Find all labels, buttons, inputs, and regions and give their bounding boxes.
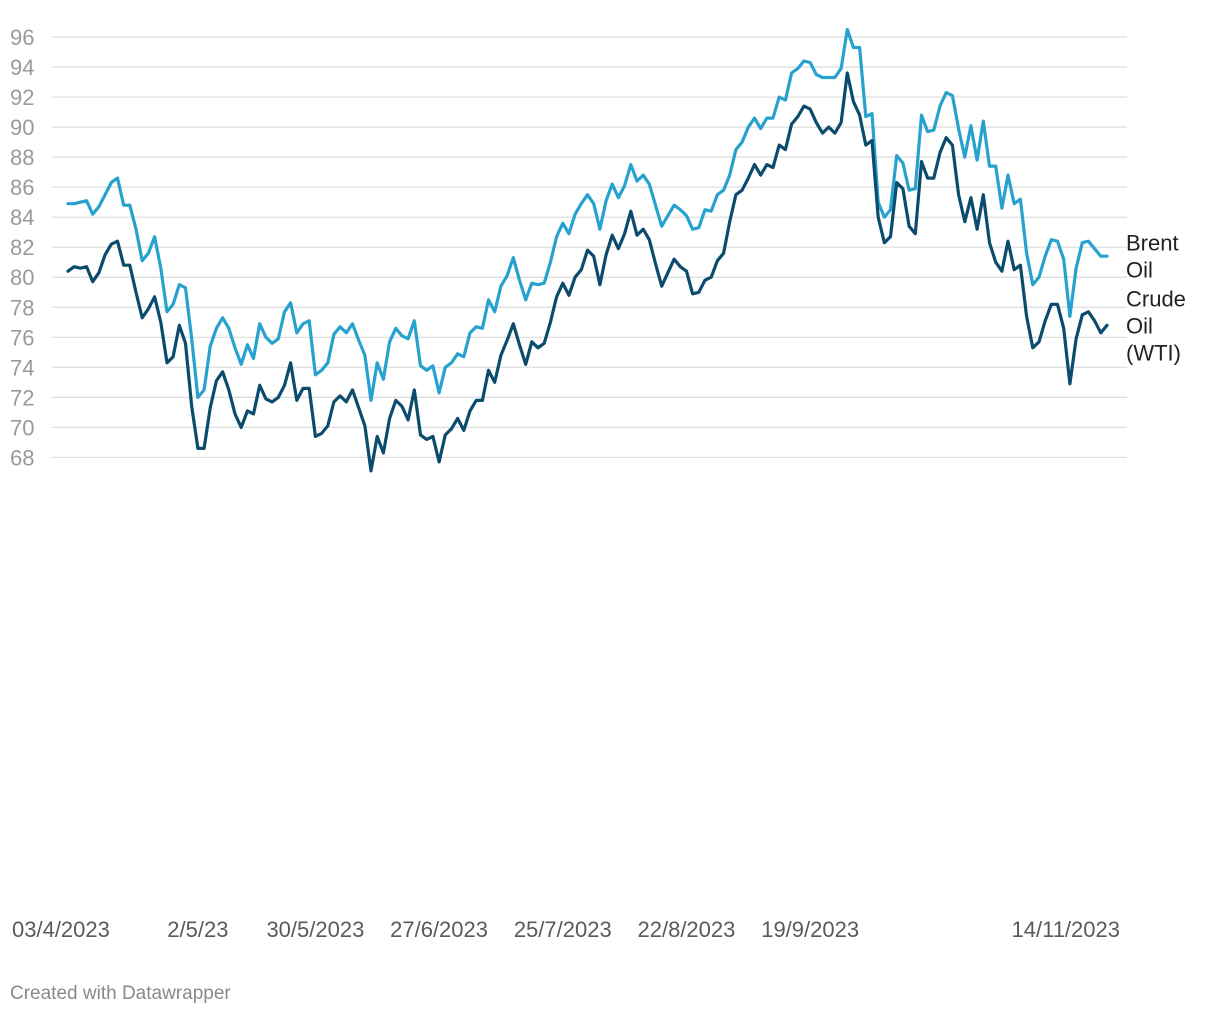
- y-tick-label-68: 68: [10, 445, 34, 470]
- y-tick-label-80: 80: [10, 265, 34, 290]
- x-tick-label-5: 22/8/2023: [638, 917, 736, 942]
- y-tick-label-76: 76: [10, 325, 34, 350]
- y-tick-label-82: 82: [10, 235, 34, 260]
- gridlines: [52, 36, 1127, 459]
- x-tick-label-3: 27/6/2023: [390, 917, 488, 942]
- y-tick-label-94: 94: [10, 55, 34, 80]
- x-tick-label-4: 25/7/2023: [514, 917, 612, 942]
- y-tick-label-74: 74: [10, 355, 34, 380]
- series-line-crude-oil-wti: [66, 71, 1109, 473]
- y-axis: 68 70 72 74 76 78 80 82 84 86 88 90 92 94 96: [10, 25, 34, 470]
- y-tick-label-84: 84: [10, 205, 34, 230]
- x-tick-label-2: 30/5/2023: [266, 917, 364, 942]
- series-label-crude-oil-wti-line-2: (WTI): [1126, 340, 1181, 365]
- x-axis: 03/4/2023 2/5/23 30/5/2023 27/6/2023 25/7/20…: [12, 917, 1120, 942]
- x-tick-label-7: 14/11/2023: [1012, 917, 1120, 942]
- y-tick-label-70: 70: [10, 415, 34, 440]
- credit-text: Created with Datawrapper: [10, 983, 231, 1004]
- x-tick-label-6: 19/9/2023: [761, 917, 859, 942]
- series-label-brent-oil-line-0: Brent: [1126, 231, 1179, 256]
- y-tick-label-78: 78: [10, 295, 34, 320]
- series-lines: [66, 27, 1109, 473]
- y-tick-label-96: 96: [10, 25, 34, 50]
- y-tick-label-92: 92: [10, 85, 34, 110]
- series-label-brent-oil-line-1: Oil: [1126, 258, 1153, 283]
- y-tick-label-72: 72: [10, 385, 34, 410]
- y-tick-label-88: 88: [10, 145, 34, 170]
- x-tick-label-0: 03/4/2023: [12, 917, 110, 942]
- series-label-crude-oil-wti-line-1: Oil: [1126, 313, 1153, 338]
- series-label-crude-oil-wti-line-0: Crude: [1126, 286, 1186, 311]
- y-tick-label-86: 86: [10, 175, 34, 200]
- series-line-brent-oil: [66, 27, 1109, 402]
- x-tick-label-1: 2/5/23: [167, 917, 228, 942]
- y-tick-label-90: 90: [10, 115, 34, 140]
